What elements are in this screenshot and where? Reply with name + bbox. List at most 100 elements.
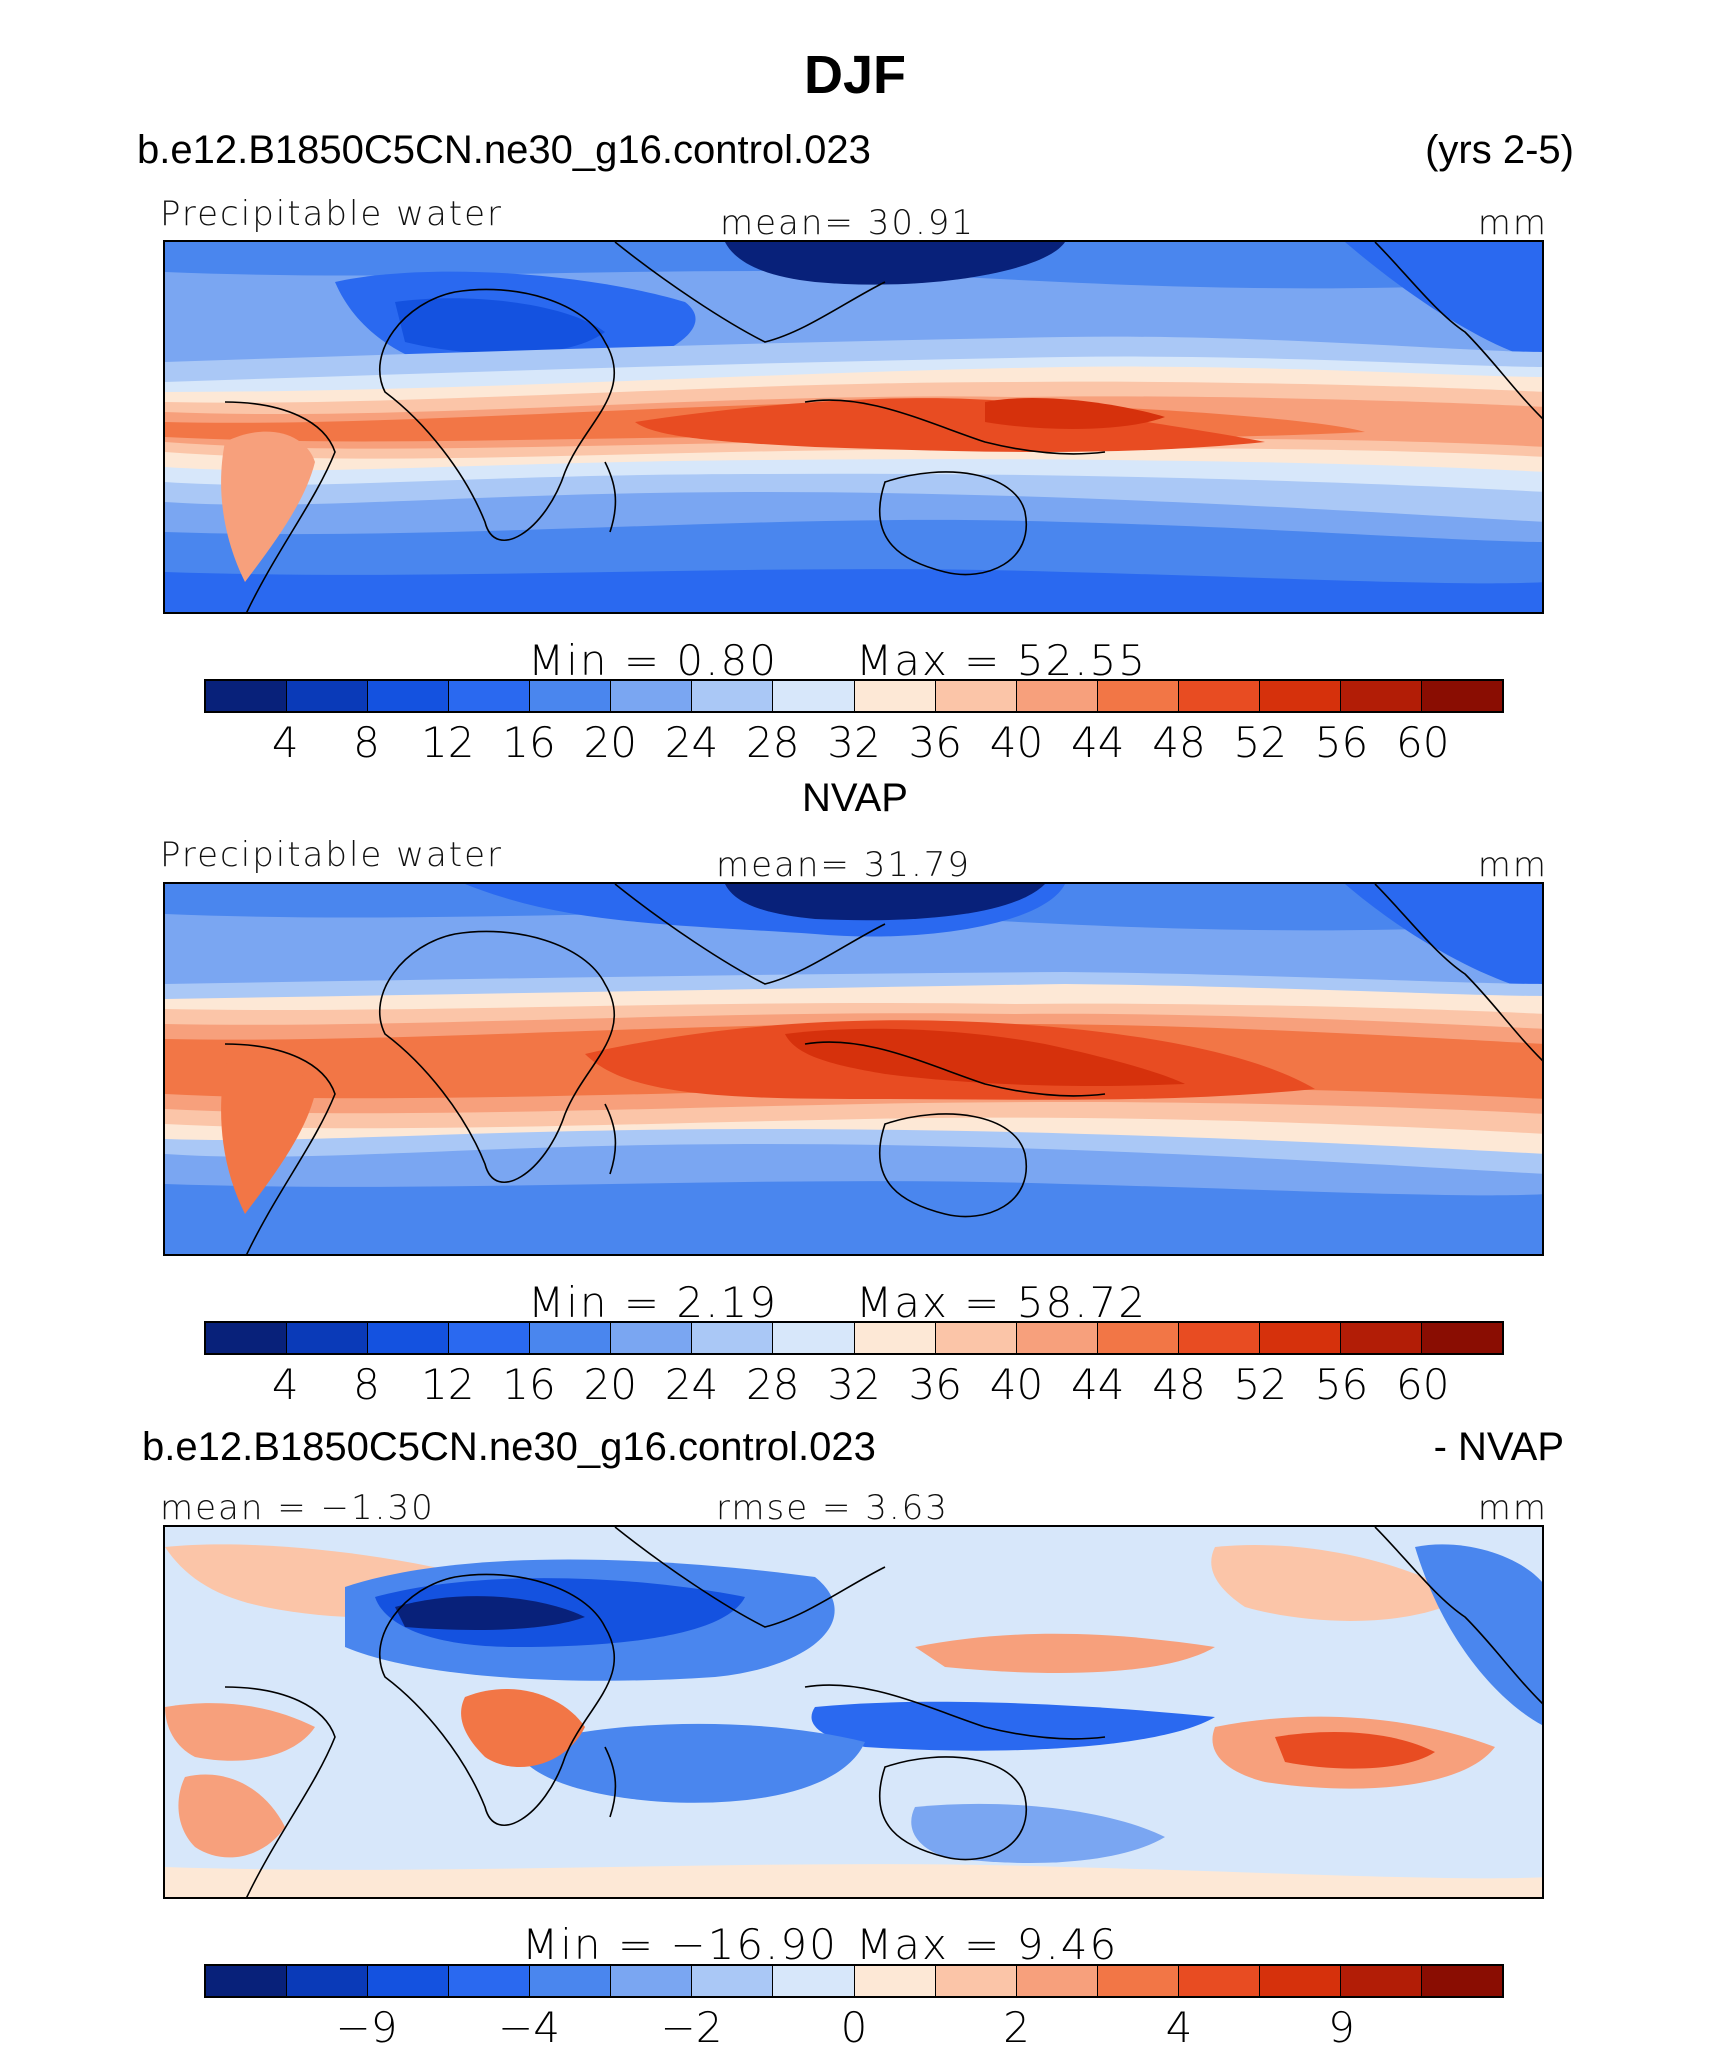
colorbar-swatch <box>206 1966 288 1996</box>
colorbar-tick-label: 40 <box>989 718 1044 767</box>
panel3-mean-label: mean = −1.30 <box>160 1488 435 1528</box>
colorbar-swatch <box>530 681 612 711</box>
colorbar-swatch <box>1340 1966 1422 1996</box>
colorbar-tick-label: 12 <box>421 718 475 767</box>
colorbar-swatch <box>935 1966 1017 1996</box>
colorbar-swatch <box>1340 681 1422 711</box>
colorbar-tick-label: 9 <box>1328 2003 1355 2052</box>
panel2-map <box>163 882 1544 1256</box>
colorbar-swatch <box>1097 681 1179 711</box>
colorbar-tick-label: 56 <box>1314 718 1369 767</box>
colorbar-swatch <box>1016 681 1098 711</box>
colorbar-swatch <box>287 1966 369 1996</box>
colorbar-swatch <box>773 1966 855 1996</box>
colorbar-swatch <box>530 1323 612 1353</box>
colorbar-tick-label: 52 <box>1233 718 1287 767</box>
page-title: DJF <box>803 45 906 105</box>
colorbar-swatch <box>854 1323 936 1353</box>
panel3-map <box>163 1525 1544 1899</box>
colorbar-swatch <box>935 681 1017 711</box>
colorbar-swatch <box>1016 1966 1098 1996</box>
colorbar-swatch <box>854 681 936 711</box>
panel2-mean-label: mean= 31.79 <box>716 845 972 885</box>
colorbar-tick-label: 36 <box>908 1360 962 1409</box>
panel3-map-svg <box>165 1527 1542 1897</box>
panel1-mean-label: mean= 30.91 <box>720 203 976 243</box>
colorbar-swatch <box>1421 1323 1502 1353</box>
colorbar-tick-label: 56 <box>1314 1360 1369 1409</box>
panel1-colorbar <box>204 679 1504 713</box>
panel1-units-label: mm <box>1477 203 1548 243</box>
colorbar-tick-label: 28 <box>746 1360 800 1409</box>
colorbar-tick-label: 52 <box>1233 1360 1287 1409</box>
panel1-map <box>163 240 1544 614</box>
colorbar-swatch <box>368 1966 450 1996</box>
colorbar-swatch <box>368 681 450 711</box>
panel1-min-label: Min = 0.80 <box>528 636 778 685</box>
colorbar-tick-label: 16 <box>502 718 556 767</box>
colorbar-tick-label: 4 <box>271 718 299 767</box>
panel3-colorbar <box>204 1964 1504 1998</box>
colorbar-tick-label: 4 <box>271 1360 299 1409</box>
colorbar-swatch <box>287 681 369 711</box>
colorbar-swatch <box>1421 1966 1502 1996</box>
colorbar-tick-label: −9 <box>335 2003 398 2052</box>
colorbar-swatch <box>449 681 531 711</box>
panel1-max-label: Max = 52.55 <box>856 636 1147 685</box>
colorbar-swatch <box>368 1323 450 1353</box>
colorbar-tick-label: 12 <box>421 1360 475 1409</box>
colorbar-tick-label: 4 <box>1165 2003 1193 2052</box>
colorbar-tick-label: 16 <box>502 1360 556 1409</box>
colorbar-swatch <box>935 1323 1017 1353</box>
colorbar-swatch <box>773 681 855 711</box>
colorbar-tick-label: 24 <box>664 1360 719 1409</box>
colorbar-tick-label: 60 <box>1396 1360 1450 1409</box>
colorbar-tick-label: −2 <box>660 2003 723 2052</box>
colorbar-swatch <box>611 681 693 711</box>
colorbar-tick-label: 32 <box>827 1360 881 1409</box>
panel2-colorbar <box>204 1321 1504 1355</box>
colorbar-swatch <box>1016 1323 1098 1353</box>
panel2-max-label: Max = 58.72 <box>856 1278 1147 1327</box>
colorbar-swatch <box>206 1323 288 1353</box>
panel3-rmse-label: rmse = 3.63 <box>716 1488 949 1528</box>
colorbar-tick-label: 0 <box>840 2003 868 2052</box>
panel1-map-svg <box>165 242 1542 612</box>
colorbar-swatch <box>1421 681 1502 711</box>
colorbar-tick-label: 2 <box>1003 2003 1030 2052</box>
colorbar-tick-label: 32 <box>827 718 881 767</box>
colorbar-tick-label: 20 <box>583 1360 637 1409</box>
colorbar-swatch <box>611 1966 693 1996</box>
colorbar-tick-label: 60 <box>1396 718 1450 767</box>
panel2-tick-labels: 4 8 12 16 20 24 28 32 36 40 44 48 52 56 60 <box>0 1360 1710 1410</box>
colorbar-swatch <box>287 1323 369 1353</box>
colorbar-swatch <box>773 1323 855 1353</box>
colorbar-swatch <box>206 681 288 711</box>
colorbar-tick-label: 20 <box>583 718 637 767</box>
colorbar-tick-label: −4 <box>498 2003 560 2052</box>
panel2-variable-label: Precipitable water <box>160 835 504 875</box>
colorbar-swatch <box>1259 1966 1341 1996</box>
colorbar-tick-label: 28 <box>746 718 800 767</box>
colorbar-tick-label: 8 <box>353 718 380 767</box>
colorbar-swatch <box>1340 1323 1422 1353</box>
panel3-case-name: b.e12.B1850C5CN.ne30_g16.control.023 <box>142 1425 876 1469</box>
colorbar-swatch <box>1259 681 1341 711</box>
panel3-minus-dataset: - NVAP <box>1433 1425 1564 1469</box>
colorbar-swatch <box>1178 681 1260 711</box>
colorbar-swatch <box>449 1966 531 1996</box>
colorbar-swatch <box>854 1966 936 1996</box>
colorbar-swatch <box>692 1966 774 1996</box>
colorbar-tick-label: 8 <box>353 1360 380 1409</box>
colorbar-tick-label: 44 <box>1071 718 1125 767</box>
panel1-years: (yrs 2-5) <box>1425 128 1574 172</box>
colorbar-tick-label: 24 <box>664 718 719 767</box>
colorbar-swatch <box>1259 1323 1341 1353</box>
colorbar-tick-label: 48 <box>1152 718 1206 767</box>
panel3-max-label: Max = 9.46 <box>856 1920 1119 1969</box>
panel3-tick-labels: −9 −4 −2 0 2 4 9 <box>0 2003 1710 2053</box>
colorbar-swatch <box>611 1323 693 1353</box>
panel2-map-svg <box>165 884 1542 1254</box>
panel1-tick-labels: 4 8 12 16 20 24 28 32 36 40 44 48 52 56 60 <box>0 718 1710 768</box>
colorbar-swatch <box>530 1966 612 1996</box>
